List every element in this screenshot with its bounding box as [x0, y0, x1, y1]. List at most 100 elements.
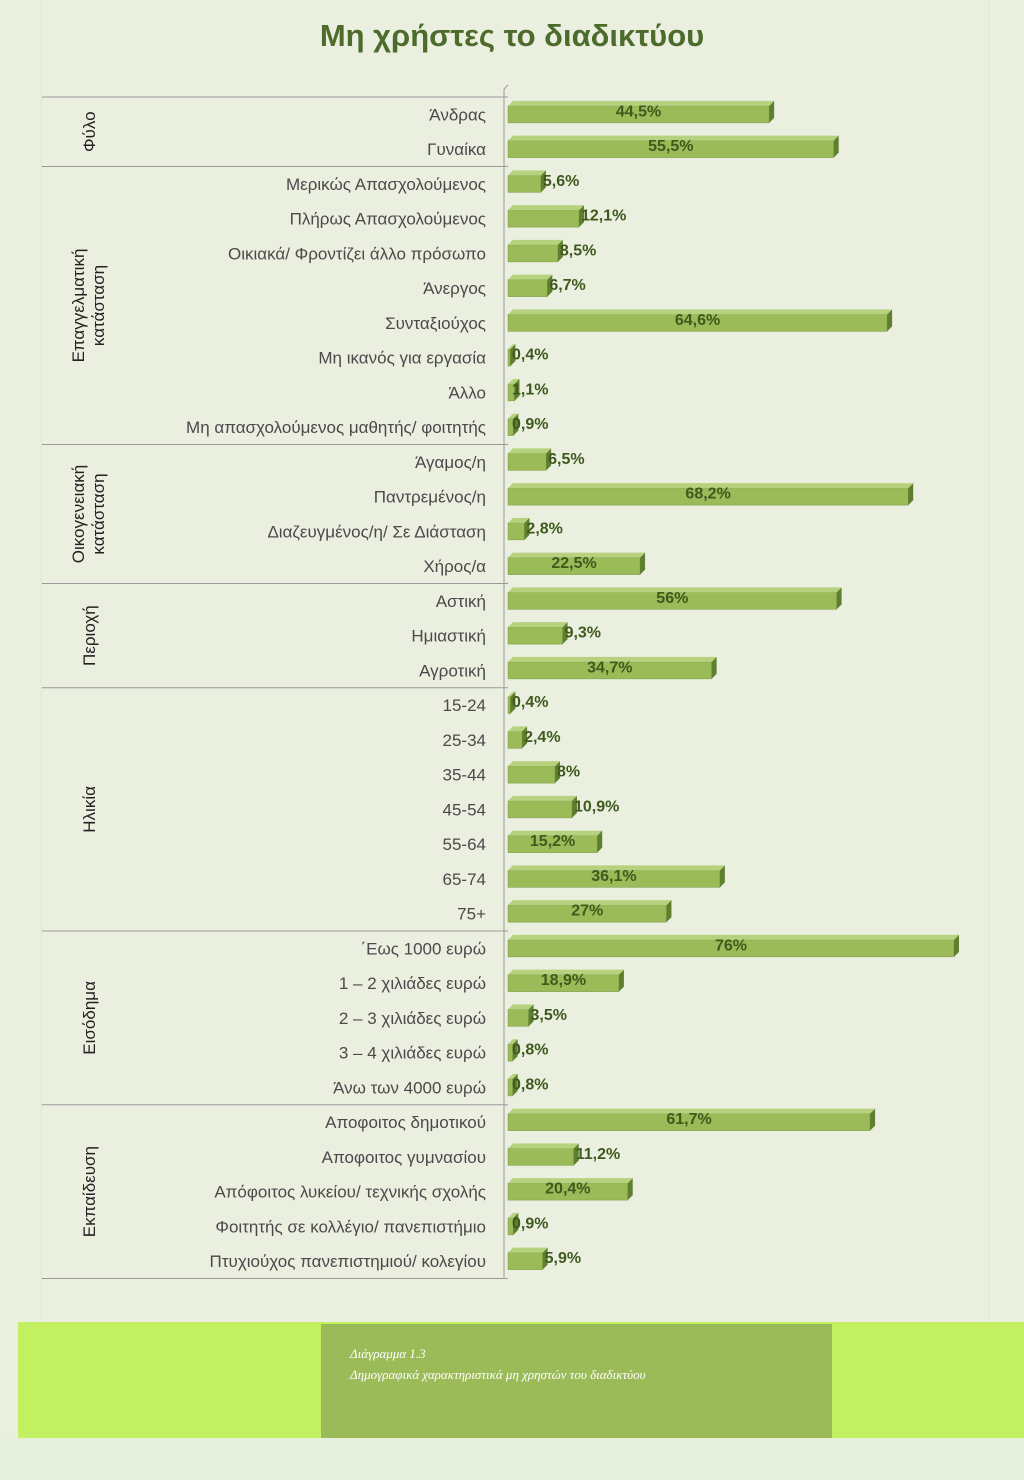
bar-top — [508, 900, 672, 906]
category-label: Συνταξιούχος — [385, 314, 486, 333]
bar — [507, 175, 542, 193]
caption-box — [321, 1324, 832, 1438]
group-label: Φύλο — [80, 111, 99, 152]
bar-side — [711, 656, 717, 679]
value-label: 76% — [715, 937, 747, 954]
bar-top — [508, 934, 959, 940]
bar-top — [508, 552, 646, 558]
category-label: Άγαμος/η — [415, 453, 486, 472]
bar — [507, 209, 580, 228]
bar-top — [508, 761, 560, 767]
bar-side — [512, 1039, 518, 1062]
category-label: Μερικώς Απασχολούμενος — [286, 175, 486, 194]
group-label: Οικογενειακήκατάσταση — [69, 465, 108, 563]
value-label: 64,6% — [675, 312, 720, 329]
bar-top — [508, 587, 842, 593]
bar-top — [508, 865, 725, 871]
bar-top — [508, 1143, 579, 1149]
value-label: 12,1% — [581, 208, 626, 225]
category-label: Παντρεμένος/η — [374, 488, 486, 507]
bar-side — [524, 517, 530, 540]
bar-side — [540, 170, 546, 193]
bar-top — [508, 1212, 519, 1218]
category-label: ΄Εως 1000 ευρώ — [360, 939, 486, 958]
bar-side — [546, 448, 552, 471]
bar-side — [547, 274, 553, 297]
category-label: Άλλο — [448, 383, 486, 402]
bar-side — [887, 309, 893, 332]
value-label: 68,2% — [685, 486, 730, 503]
bar-side — [542, 1247, 548, 1270]
bar — [507, 279, 548, 297]
value-label: 18,9% — [541, 972, 586, 989]
category-label: 1 – 2 χιλιάδες ευρώ — [339, 974, 486, 993]
group-label: Επαγγελματικήκατάσταση — [69, 249, 108, 363]
category-label: Άνω των 4000 ευρώ — [333, 1078, 486, 1097]
bar-side — [836, 587, 842, 610]
bar-side — [522, 726, 528, 749]
bar — [507, 1148, 574, 1166]
value-label: 2,8% — [526, 520, 562, 537]
category-label: Άνεργος — [423, 279, 486, 298]
category-label: 3 – 4 χιλιάδες ευρώ — [339, 1044, 486, 1063]
bar-top — [508, 274, 553, 280]
category-label: Χήρος/α — [423, 557, 486, 576]
bar — [507, 1252, 543, 1270]
bar — [507, 800, 573, 819]
value-label: 56% — [656, 590, 688, 607]
bar-side — [562, 622, 568, 645]
value-label: 0,9% — [512, 416, 548, 433]
bar-side — [512, 1073, 518, 1096]
category-label: Οικιακά/ Φροντίζει άλλο πρόσωπο — [228, 244, 486, 263]
category-label: Απόφοιτος λυκείου/ τεχνικής σχολής — [214, 1183, 486, 1202]
bar-top — [508, 656, 717, 662]
value-label: 22,5% — [551, 555, 596, 572]
category-label: Πτυχιούχος πανεπιστημιού/ κολεγίου — [210, 1252, 486, 1271]
bar-top — [508, 100, 775, 106]
value-label: 44,5% — [616, 103, 661, 120]
value-label: 0,8% — [512, 1042, 548, 1059]
category-label: 55-64 — [443, 835, 486, 854]
bar-top — [508, 726, 528, 732]
chart-title: Μη χρήστες το διαδικτύου — [319, 18, 705, 53]
bar — [507, 244, 559, 263]
bar — [507, 453, 547, 471]
bar-top — [508, 1247, 548, 1253]
bar-side — [618, 969, 624, 992]
group-label: Ηλικία — [80, 786, 99, 833]
bar-side — [528, 1004, 534, 1027]
value-label: 15,2% — [530, 833, 575, 850]
bar-top — [508, 969, 624, 975]
value-label: 3,5% — [531, 1007, 567, 1024]
value-label: 9,3% — [565, 625, 601, 642]
bar-top — [508, 205, 585, 211]
bar-side — [627, 1178, 633, 1201]
bar — [507, 696, 511, 714]
bar-top — [508, 413, 519, 419]
bar — [507, 626, 563, 645]
bar-side — [870, 1108, 876, 1131]
category-label: Διαζευγμένος/η/ Σε Διάσταση — [267, 522, 486, 541]
group-label: Εκπαίδευση — [80, 1146, 99, 1237]
bar-top — [508, 135, 839, 141]
category-label: Αγροτική — [419, 661, 486, 680]
value-label: 2,4% — [524, 729, 560, 746]
bar — [507, 731, 523, 749]
category-label: Μη απασχολούμενος μαθητής/ φοιτητής — [186, 418, 486, 437]
bar-top — [508, 622, 568, 628]
category-label: 75+ — [457, 905, 486, 924]
category-label: 2 – 3 χιλιάδες ευρώ — [339, 1009, 486, 1028]
axis-depth — [503, 84, 509, 90]
bar-side — [571, 795, 577, 818]
bar-side — [579, 205, 585, 228]
bar-side — [513, 413, 519, 436]
bar-side — [769, 100, 775, 123]
category-label: 45-54 — [443, 800, 486, 819]
category-label: Ημιαστική — [411, 627, 486, 646]
category-label: 35-44 — [443, 766, 486, 785]
bar-side — [666, 900, 672, 923]
bar-top — [508, 795, 577, 801]
bar-top — [508, 378, 520, 384]
bar-side — [954, 934, 959, 957]
category-label: Αποφοιτος γυμνασίου — [322, 1148, 486, 1167]
